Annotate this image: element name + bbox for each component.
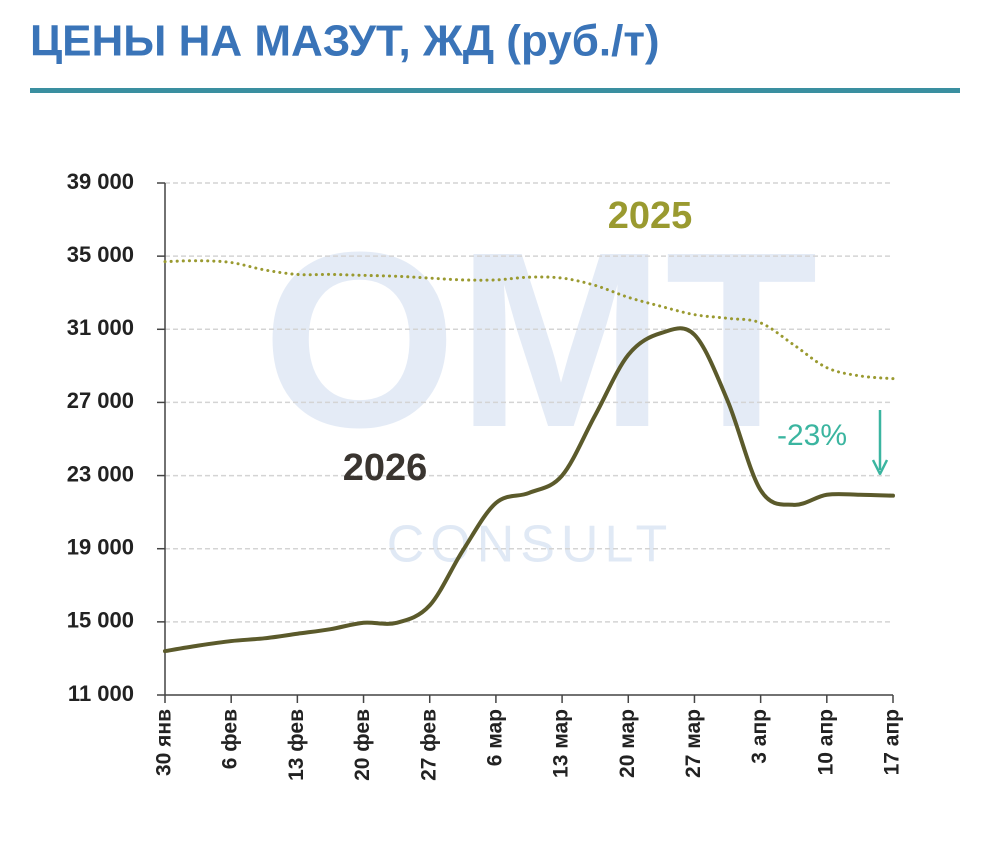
x-tick-label: 13 фев	[285, 709, 308, 781]
series-line	[163, 326, 895, 654]
x-tick-label: 6 мар	[483, 709, 506, 766]
chart-title: ЦЕНЫ НА МАЗУТ, ЖД (руб./т)	[30, 17, 660, 66]
x-tick-label: 3 апр	[748, 709, 771, 764]
title-rule	[30, 88, 960, 93]
y-tick-label: 27 000	[67, 388, 134, 413]
watermark: OMT	[262, 200, 817, 479]
watermark: CONSULT	[387, 516, 674, 574]
x-tick-label: 30 янв	[153, 709, 176, 776]
x-tick-label: 27 мар	[682, 709, 705, 778]
x-tick-label: 27 фев	[417, 709, 440, 781]
x-tick-label: 20 мар	[616, 709, 639, 778]
y-tick-label: 11 000	[68, 681, 134, 706]
series-label: 2025	[608, 195, 693, 237]
x-tick-label: 17 апр	[881, 709, 904, 775]
series-label: 2026	[343, 447, 428, 489]
y-tick-label: 35 000	[67, 242, 134, 267]
annotation: -23%	[777, 419, 847, 452]
y-tick-label: 23 000	[67, 461, 134, 486]
y-tick-label: 39 000	[67, 169, 134, 194]
series-line	[163, 259, 895, 381]
x-tick-label: 20 фев	[351, 709, 374, 781]
x-tick-label: 10 апр	[814, 709, 837, 775]
y-tick-label: 19 000	[67, 535, 134, 560]
annotation-arrow	[871, 459, 889, 477]
y-tick-label: 31 000	[67, 315, 134, 340]
y-tick-label: 15 000	[67, 608, 134, 633]
x-tick-label: 6 фев	[219, 709, 242, 769]
x-tick-label: 13 мар	[550, 709, 573, 778]
